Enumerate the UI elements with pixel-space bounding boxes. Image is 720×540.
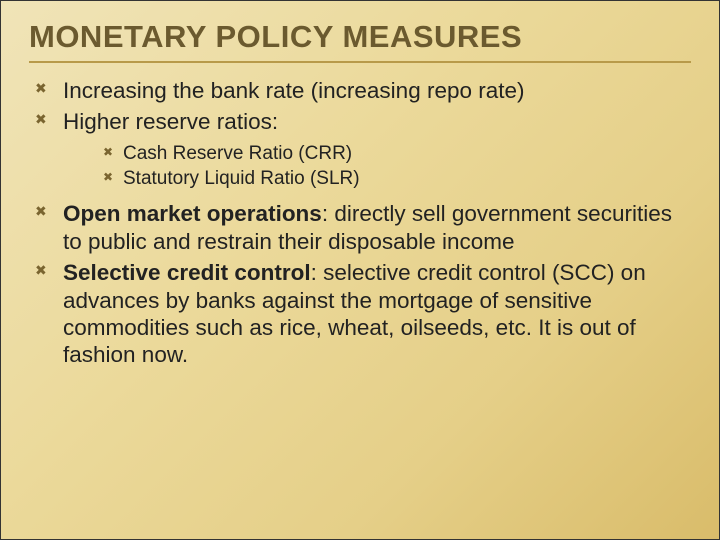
sub-list-item: Cash Reserve Ratio (CRR): [63, 142, 691, 165]
bullet-list: Increasing the bank rate (increasing rep…: [29, 77, 691, 369]
item-bold: Open market operations: [63, 201, 322, 226]
list-item: Selective credit control: selective cred…: [29, 259, 691, 369]
item-bold: Selective credit control: [63, 260, 311, 285]
sub-bullet-list: Cash Reserve Ratio (CRR) Statutory Liqui…: [63, 142, 691, 190]
slide: MONETARY POLICY MEASURES Increasing the …: [0, 0, 720, 540]
slide-title: MONETARY POLICY MEASURES: [29, 19, 691, 63]
sub-item-text: Cash Reserve Ratio (CRR): [123, 143, 352, 164]
list-item: Open market operations: directly sell go…: [29, 200, 691, 255]
sub-item-text: Statutory Liquid Ratio (SLR): [123, 168, 360, 189]
list-item: Increasing the bank rate (increasing rep…: [29, 77, 691, 104]
item-text: Increasing the bank rate (increasing rep…: [63, 78, 525, 103]
list-item: Higher reserve ratios: Cash Reserve Rati…: [29, 108, 691, 190]
item-text: Higher reserve ratios:: [63, 109, 278, 134]
sub-list-item: Statutory Liquid Ratio (SLR): [63, 167, 691, 190]
